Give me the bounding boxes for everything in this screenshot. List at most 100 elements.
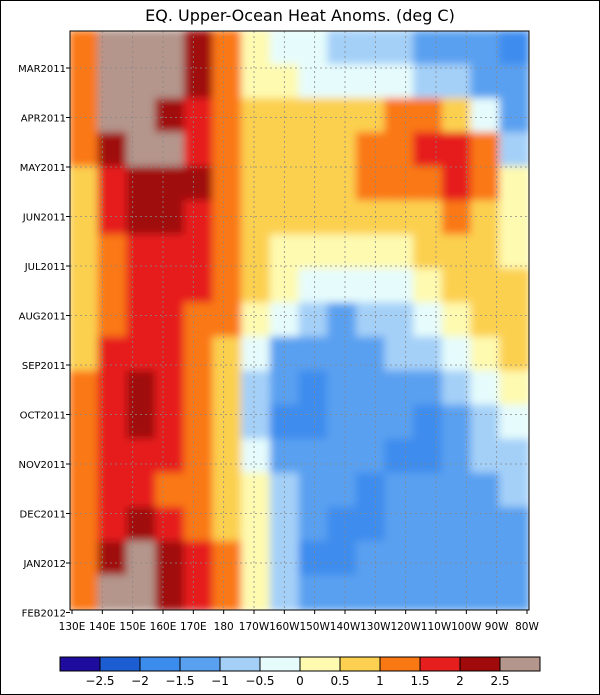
- heat-cell: [298, 336, 330, 373]
- heat-cell: [470, 268, 502, 305]
- heat-cell: [70, 370, 100, 407]
- y-tick-label: APR2011: [21, 114, 66, 125]
- heat-cell: [126, 370, 158, 407]
- heat-cell: [212, 370, 244, 407]
- heat-cell: [70, 200, 100, 237]
- heat-cell: [212, 472, 244, 509]
- heat-cell: [70, 98, 100, 135]
- heat-cell: [355, 404, 387, 441]
- heat-cell: [212, 302, 244, 339]
- heat-cell: [126, 404, 158, 441]
- heat-cell: [97, 302, 129, 339]
- heat-cell: [441, 64, 473, 101]
- heat-cell: [183, 370, 215, 407]
- heat-cell: [384, 506, 416, 543]
- heat-cell: [470, 506, 502, 543]
- heat-cell: [499, 234, 529, 271]
- heat-cell: [499, 336, 529, 373]
- heat-cell: [70, 132, 100, 169]
- heat-cell: [413, 132, 444, 169]
- heat-cell: [384, 574, 416, 610]
- heat-cell: [441, 31, 473, 67]
- x-tick-label: 160E: [150, 621, 177, 633]
- heat-cell: [212, 540, 244, 577]
- heat-cell: [241, 200, 272, 237]
- heat-cell: [183, 540, 215, 577]
- heat-cell: [441, 166, 473, 203]
- heat-cell: [241, 302, 272, 339]
- heat-cell: [384, 404, 416, 441]
- heat-cell: [413, 336, 444, 373]
- heat-cell: [327, 132, 358, 169]
- heat-cell: [241, 234, 272, 271]
- x-tick-label: 130E: [59, 621, 86, 633]
- heat-cell: [298, 574, 330, 610]
- heat-cell: [212, 200, 244, 237]
- heat-cell: [413, 506, 444, 543]
- heat-cell: [355, 438, 387, 475]
- y-tick-label: FEB2012: [22, 609, 66, 620]
- heat-cell: [441, 540, 473, 577]
- heat-cell: [413, 268, 444, 305]
- heat-cell: [126, 132, 158, 169]
- heat-cell: [441, 404, 473, 441]
- x-tick-label: 150W: [299, 621, 330, 633]
- plot-border: [69, 30, 530, 611]
- heat-cell: [126, 200, 158, 237]
- heat-cell: [355, 132, 387, 169]
- heat-cell: [155, 98, 186, 135]
- heat-cell: [183, 472, 215, 509]
- heat-cell: [441, 200, 473, 237]
- y-tick-label: JAN2012: [22, 559, 66, 570]
- heat-cell: [269, 31, 301, 67]
- heat-cell: [126, 574, 158, 610]
- colorbar-swatch: [499, 656, 541, 672]
- heat-cell: [97, 438, 129, 475]
- heat-cell: [212, 64, 244, 101]
- x-tick-label: 100W: [451, 621, 482, 633]
- heat-cell: [97, 336, 129, 373]
- heat-cell: [298, 302, 330, 339]
- heat-cell: [327, 31, 358, 67]
- heat-cell: [126, 506, 158, 543]
- heat-cell: [499, 574, 529, 610]
- heat-cell: [126, 438, 158, 475]
- heat-cell: [212, 166, 244, 203]
- heat-cell: [183, 64, 215, 101]
- heat-cell: [269, 574, 301, 610]
- heat-cell: [470, 31, 502, 67]
- heat-cell: [413, 574, 444, 610]
- heat-cell: [470, 98, 502, 135]
- heat-cell: [384, 268, 416, 305]
- heat-cell: [241, 438, 272, 475]
- heat-cell: [212, 234, 244, 271]
- heat-cell: [441, 438, 473, 475]
- heat-cell: [413, 31, 444, 67]
- x-tick-label: 120W: [390, 621, 421, 633]
- heat-cell: [441, 574, 473, 610]
- heat-cell: [384, 166, 416, 203]
- colorbar-swatch: [99, 656, 141, 672]
- colorbar-label: 0: [296, 674, 304, 688]
- colorbar-swatch: [219, 656, 261, 672]
- heat-cell: [183, 166, 215, 203]
- heat-cell: [155, 336, 186, 373]
- heat-cell: [470, 200, 502, 237]
- heat-cell: [384, 540, 416, 577]
- heat-cell: [269, 200, 301, 237]
- colorbar-label: 1: [376, 674, 384, 688]
- heat-cell: [298, 540, 330, 577]
- heat-cell: [470, 64, 502, 101]
- colorbar-label: −0.5: [245, 674, 274, 688]
- x-tick-label: 140E: [89, 621, 116, 633]
- heat-cell: [327, 234, 358, 271]
- heat-cell: [269, 336, 301, 373]
- heat-cell: [212, 336, 244, 373]
- heat-cell: [183, 98, 215, 135]
- heat-cell: [298, 31, 330, 67]
- heat-cell: [355, 268, 387, 305]
- heat-cell: [470, 370, 502, 407]
- heat-cell: [499, 540, 529, 577]
- colorbar-swatch: [419, 656, 461, 672]
- heat-cell: [327, 472, 358, 509]
